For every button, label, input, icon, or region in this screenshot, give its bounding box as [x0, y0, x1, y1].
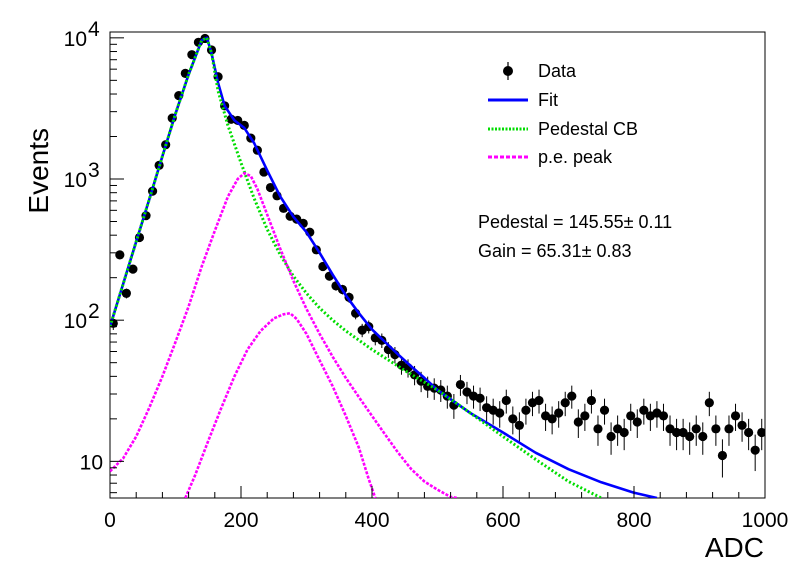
data-point — [121, 288, 131, 298]
data-point — [560, 398, 570, 408]
data-point — [115, 250, 125, 260]
y-tick-label: 10 — [80, 451, 103, 474]
data-point — [744, 427, 754, 438]
legend-entry-data: Data — [503, 61, 577, 81]
curve-p-e-peak-1 — [110, 171, 458, 498]
curve-pedestal-cb — [110, 36, 602, 498]
data-point — [586, 395, 597, 406]
data-point — [757, 427, 765, 438]
data-point — [730, 411, 741, 421]
data-point — [514, 420, 524, 430]
legend-label-pe-peak: p.e. peak — [538, 147, 613, 167]
data-point — [711, 424, 721, 434]
data-point — [626, 411, 636, 421]
data-point — [685, 431, 695, 442]
data-point — [475, 393, 485, 403]
data-point — [462, 387, 472, 397]
data-point — [567, 391, 577, 401]
data-point — [599, 405, 610, 415]
x-axis-title: ADC — [705, 532, 764, 563]
data-point — [717, 450, 728, 461]
y-axis-title: Events — [23, 128, 54, 214]
x-tick-label: 0 — [104, 509, 116, 532]
data-point — [554, 408, 564, 418]
data-point — [704, 398, 714, 408]
plot-frame — [109, 31, 766, 499]
curve-fit — [110, 36, 658, 498]
data-point — [495, 408, 505, 418]
data-point — [698, 431, 708, 442]
y-tick-exponent: 2 — [88, 300, 100, 323]
annotation-gain: Gain = 65.31± 0.83 — [478, 241, 632, 261]
annotation-pedestal: Pedestal = 145.55± 0.11 — [478, 212, 672, 232]
x-tick-label: 600 — [485, 509, 520, 532]
legend-data-marker — [503, 66, 513, 76]
data-point — [547, 414, 557, 424]
data-point — [501, 395, 511, 406]
data-point — [750, 445, 760, 455]
legend: Data Fit Pedestal CB p.e. peak — [488, 61, 638, 167]
data-point — [580, 411, 590, 421]
data-point — [724, 424, 734, 434]
legend-label-pedestal: Pedestal CB — [538, 119, 638, 139]
data-points — [110, 33, 765, 478]
curve-p-e-peak-2 — [184, 311, 377, 498]
legend-entry-fit: Fit — [488, 90, 558, 110]
data-point — [534, 395, 544, 406]
data-point — [593, 424, 603, 434]
data-point — [639, 405, 649, 415]
y-tick-exponent: 4 — [88, 18, 100, 41]
data-point — [671, 427, 682, 438]
x-tick-label: 1000 — [742, 509, 789, 532]
legend-entry-pedestal: Pedestal CB — [488, 119, 638, 139]
data-point — [573, 417, 583, 427]
y-tick-exponent: 3 — [88, 159, 100, 182]
legend-label-data: Data — [538, 61, 577, 81]
data-point — [619, 427, 629, 438]
data-point — [521, 405, 531, 415]
y-tick-label: 10 — [64, 310, 87, 333]
legend-entry-pe-peak: p.e. peak — [488, 147, 613, 167]
data-point — [691, 424, 701, 434]
data-point — [658, 411, 669, 421]
data-point — [737, 420, 747, 430]
data-point — [265, 182, 276, 193]
data-point — [128, 264, 138, 274]
data-point — [508, 414, 518, 424]
data-point — [455, 379, 466, 390]
y-tick-label: 10 — [64, 28, 87, 51]
x-tick-label: 200 — [223, 509, 258, 532]
legend-label-fit: Fit — [538, 90, 558, 110]
series-layer — [110, 33, 765, 498]
x-tick-label: 800 — [616, 509, 651, 532]
x-tick-label: 400 — [354, 509, 389, 532]
data-point — [606, 431, 616, 442]
y-tick-label: 10 — [64, 169, 87, 192]
data-point — [632, 417, 642, 427]
